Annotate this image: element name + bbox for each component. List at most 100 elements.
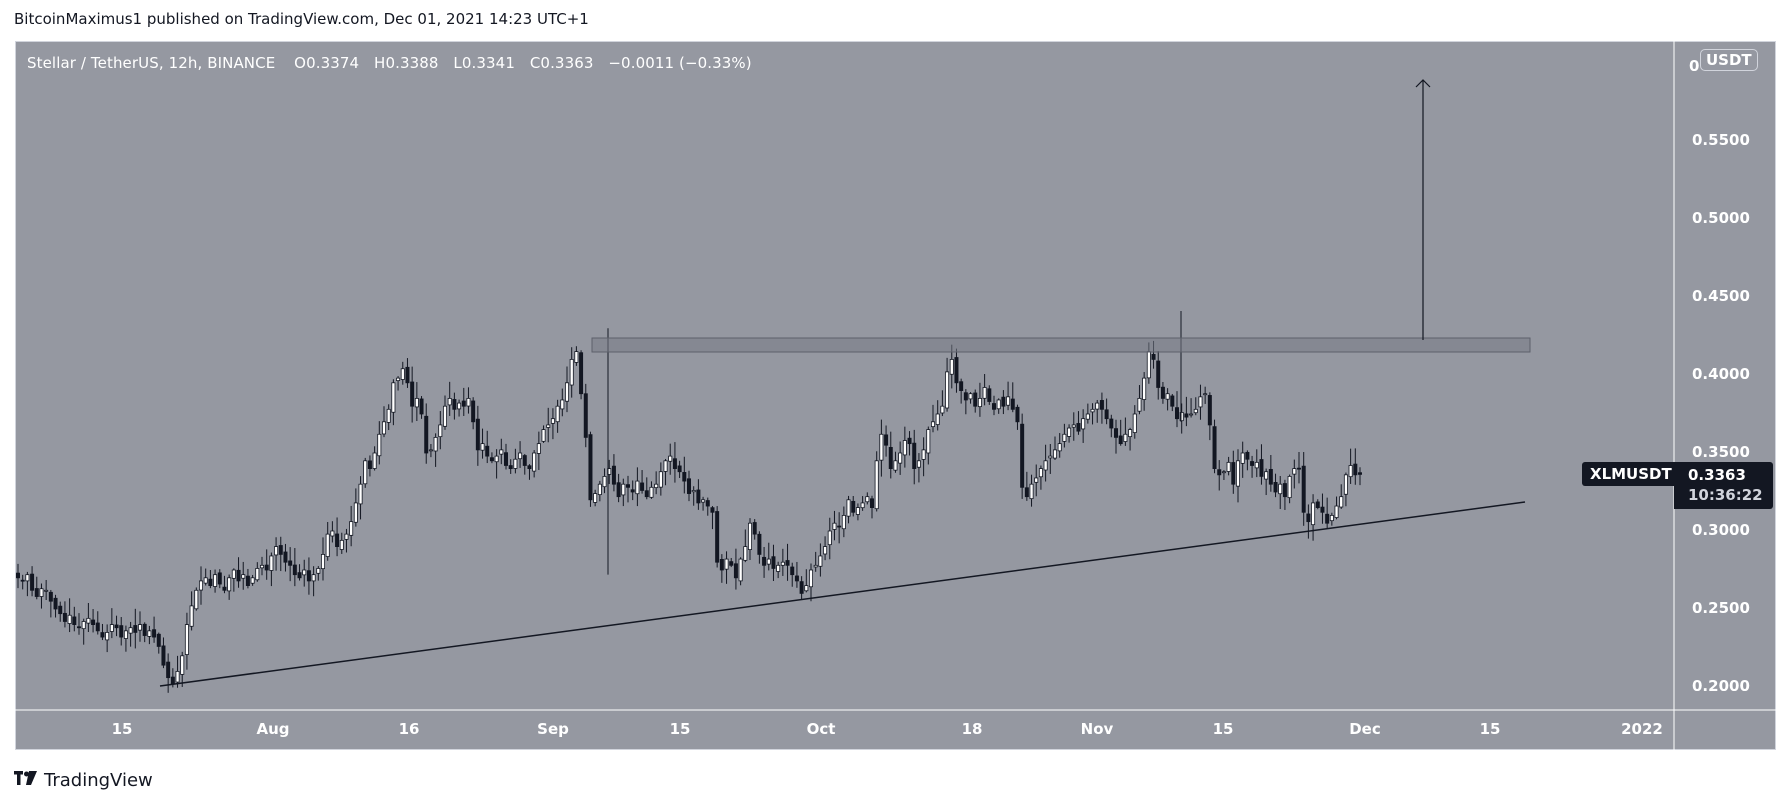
- candle-down: [579, 352, 584, 395]
- candle-up: [780, 561, 785, 566]
- open-label: O: [294, 54, 307, 72]
- candle-down: [1118, 435, 1123, 445]
- candle-down: [20, 579, 25, 582]
- candle-down: [719, 559, 724, 571]
- candle-down: [508, 465, 513, 470]
- candle-up: [1348, 465, 1353, 478]
- candle-up: [569, 358, 574, 386]
- candle-down: [34, 588, 39, 597]
- candle-up: [198, 580, 203, 591]
- candle-up: [1137, 397, 1142, 412]
- candle-up: [109, 624, 114, 632]
- candle-up: [105, 632, 110, 641]
- candle-up: [1165, 393, 1170, 400]
- candle-up: [414, 397, 419, 408]
- candle-up: [499, 449, 504, 455]
- high-value: 0.3388: [385, 54, 439, 72]
- candle-up: [1142, 377, 1147, 400]
- candle-up: [593, 493, 598, 503]
- candle-up: [1339, 496, 1344, 508]
- candle-up: [855, 507, 860, 515]
- candle-down: [100, 632, 105, 638]
- candle-down: [471, 400, 476, 423]
- candle-down: [170, 676, 175, 685]
- candle-down: [283, 551, 288, 563]
- candle-up: [776, 564, 781, 572]
- candle-up: [339, 539, 344, 550]
- candle-up: [513, 458, 518, 469]
- candle-up: [982, 387, 987, 399]
- time-tick-label: Nov: [1080, 720, 1114, 738]
- ohlc-legend: Stellar / TetherUS, 12h, BINANCE O0.3374…: [27, 54, 762, 72]
- candle-up: [743, 546, 748, 561]
- candle-up: [1334, 505, 1339, 518]
- candle-down: [837, 525, 842, 528]
- candle-down: [1010, 398, 1015, 410]
- candle-up: [391, 382, 396, 413]
- candle-down: [142, 623, 147, 636]
- candle-down: [1156, 360, 1161, 388]
- price-tick-label: 0.4000: [1692, 365, 1750, 383]
- candle-down: [419, 398, 424, 415]
- candle-down: [1273, 482, 1278, 493]
- candle-up: [175, 671, 180, 683]
- symbol-price-tag: XLMUSDT: [1582, 462, 1680, 486]
- candle-down: [53, 597, 58, 610]
- candle-down: [152, 629, 157, 638]
- chart-frame[interactable]: [15, 41, 1776, 750]
- candle-down: [30, 573, 35, 591]
- candle-down: [1170, 395, 1175, 407]
- tradingview-logo[interactable]: TradingView: [14, 770, 153, 791]
- time-tick-label: 18: [961, 720, 983, 738]
- candle-down: [1151, 354, 1156, 360]
- candle-down: [640, 482, 645, 491]
- candle-up: [1071, 424, 1076, 428]
- candle-down: [335, 533, 340, 547]
- candle-up: [466, 397, 471, 407]
- candle-up: [1132, 413, 1137, 433]
- target-arrow-head-icon: [1415, 79, 1431, 88]
- time-tick-label: Dec: [1349, 720, 1381, 738]
- price-axis-top-partial: 0: [1689, 57, 1700, 75]
- candle-down: [264, 564, 269, 571]
- candle-down: [297, 572, 302, 579]
- candle-down: [1114, 428, 1119, 438]
- candle-down: [696, 489, 701, 504]
- candle-up: [546, 424, 551, 428]
- candle-up: [823, 546, 828, 555]
- candle-down: [208, 578, 213, 586]
- candle-up: [231, 569, 236, 579]
- candle-down: [367, 460, 372, 469]
- candle-up: [1329, 515, 1334, 522]
- candle-down: [884, 434, 889, 446]
- time-tick-label: 2022: [1621, 720, 1663, 738]
- price-tick-label: 0.2000: [1692, 677, 1750, 695]
- candle-up: [532, 452, 537, 472]
- candle-down: [733, 563, 738, 579]
- candle-down: [672, 458, 677, 469]
- candle-down: [992, 403, 997, 410]
- candle-up: [1067, 427, 1072, 437]
- candle-up: [602, 475, 607, 488]
- candle-up: [860, 502, 865, 509]
- candle-up: [663, 460, 668, 472]
- candle-up: [1311, 502, 1316, 526]
- tradingview-mark-icon: [14, 770, 38, 791]
- currency-badge[interactable]: USDT: [1700, 49, 1758, 71]
- candle-down: [245, 575, 250, 587]
- candle-down: [611, 465, 616, 485]
- candle-down: [1315, 501, 1320, 508]
- candle-up: [879, 433, 884, 461]
- candle-up: [128, 627, 133, 634]
- candle-down: [58, 605, 63, 615]
- candle-up: [813, 564, 818, 568]
- price-tick-label: 0.3500: [1692, 443, 1750, 461]
- candle-down: [485, 445, 490, 457]
- candle-down: [1282, 483, 1287, 498]
- candle-up: [86, 617, 91, 624]
- candle-down: [222, 586, 227, 591]
- candle-up: [494, 455, 499, 463]
- candle-up: [213, 574, 218, 587]
- candle-up: [1128, 429, 1133, 438]
